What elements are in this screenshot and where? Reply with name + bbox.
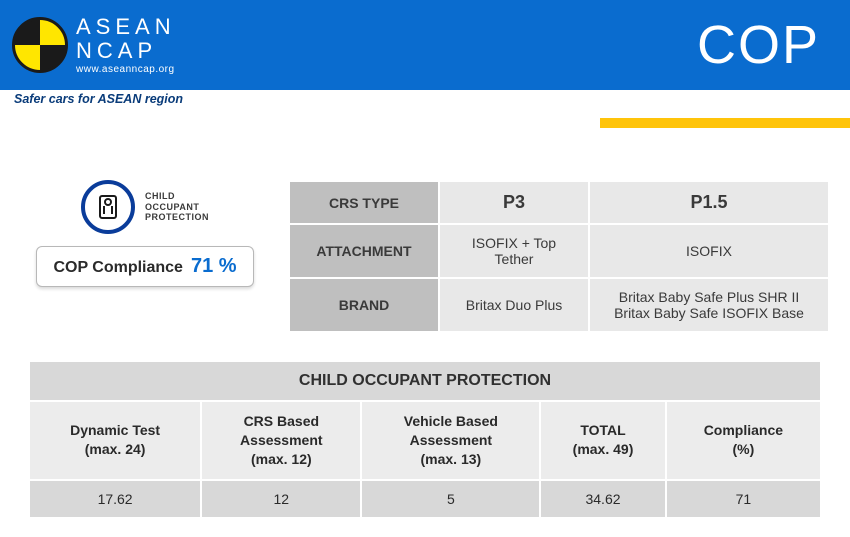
cop-icon-label-3: PROTECTION (145, 212, 209, 223)
cop-icon-label-1: CHILD (145, 191, 209, 202)
cop-col-header: Compliance(%) (666, 401, 821, 480)
crs-row-header: ATTACHMENT (289, 224, 439, 278)
cop-col-header: CRS BasedAssessment(max. 12) (201, 401, 361, 480)
cop-data-cell: 17.62 (29, 480, 201, 518)
cop-col-header: Dynamic Test(max. 24) (29, 401, 201, 480)
crs-table-row: BRANDBritax Duo PlusBritax Baby Safe Plu… (289, 278, 829, 332)
cop-score-table: CHILD OCCUPANT PROTECTION Dynamic Test(m… (28, 360, 822, 519)
brand-line-1: ASEAN (76, 15, 176, 38)
crash-test-icon (12, 17, 68, 73)
child-seat-icon (81, 180, 135, 234)
cop-data-cell: 34.62 (540, 480, 665, 518)
tagline: Safer cars for ASEAN region (14, 92, 183, 106)
cop-data-cell: 71 (666, 480, 821, 518)
logo-block: ASEAN NCAP www.aseanncap.org (12, 15, 176, 74)
crs-table-body: CRS TYPEP3P1.5ATTACHMENTISOFIX + Top Tet… (289, 181, 829, 332)
brand-url: www.aseanncap.org (76, 64, 176, 75)
cop-icon-row: CHILD OCCUPANT PROTECTION (81, 180, 209, 234)
crs-cell: Britax Baby Safe Plus SHR IIBritax Baby … (589, 278, 829, 332)
cop-icon-label: CHILD OCCUPANT PROTECTION (145, 191, 209, 223)
cop-col-header: Vehicle BasedAssessment(max. 13) (361, 401, 540, 480)
cop-table-data-row: 17.6212534.6271 (29, 480, 821, 518)
crs-row-header: BRAND (289, 278, 439, 332)
crs-table: CRS TYPEP3P1.5ATTACHMENTISOFIX + Top Tet… (288, 180, 830, 333)
mid-section: CHILD OCCUPANT PROTECTION COP Compliance… (20, 180, 830, 333)
compliance-pill: COP Compliance 71 % (36, 246, 253, 287)
cop-col-header: TOTAL(max. 49) (540, 401, 665, 480)
compliance-value: 71 % (191, 255, 237, 278)
brand-text: ASEAN NCAP www.aseanncap.org (76, 15, 176, 74)
cop-data-cell: 5 (361, 480, 540, 518)
cop-data-cell: 12 (201, 480, 361, 518)
brand-line-2: NCAP (76, 39, 176, 62)
crs-cell: ISOFIX (589, 224, 829, 278)
crs-cell: ISOFIX + Top Tether (439, 224, 589, 278)
header-bar: ASEAN NCAP www.aseanncap.org COP (0, 0, 850, 90)
page-title: COP (697, 14, 820, 76)
compliance-label: COP Compliance (53, 259, 183, 277)
bottom-section: CHILD OCCUPANT PROTECTION Dynamic Test(m… (28, 360, 822, 519)
crs-table-row: CRS TYPEP3P1.5 (289, 181, 829, 224)
crs-table-row: ATTACHMENTISOFIX + Top TetherISOFIX (289, 224, 829, 278)
crs-cell: P3 (439, 181, 589, 224)
cop-badge-box: CHILD OCCUPANT PROTECTION COP Compliance… (20, 180, 270, 287)
crs-cell: P1.5 (589, 181, 829, 224)
cop-table-header-row: Dynamic Test(max. 24)CRS BasedAssessment… (29, 401, 821, 480)
crs-cell: Britax Duo Plus (439, 278, 589, 332)
cop-icon-label-2: OCCUPANT (145, 202, 209, 213)
cop-table-title: CHILD OCCUPANT PROTECTION (29, 361, 821, 401)
yellow-accent-strip (600, 118, 850, 128)
crs-row-header: CRS TYPE (289, 181, 439, 224)
